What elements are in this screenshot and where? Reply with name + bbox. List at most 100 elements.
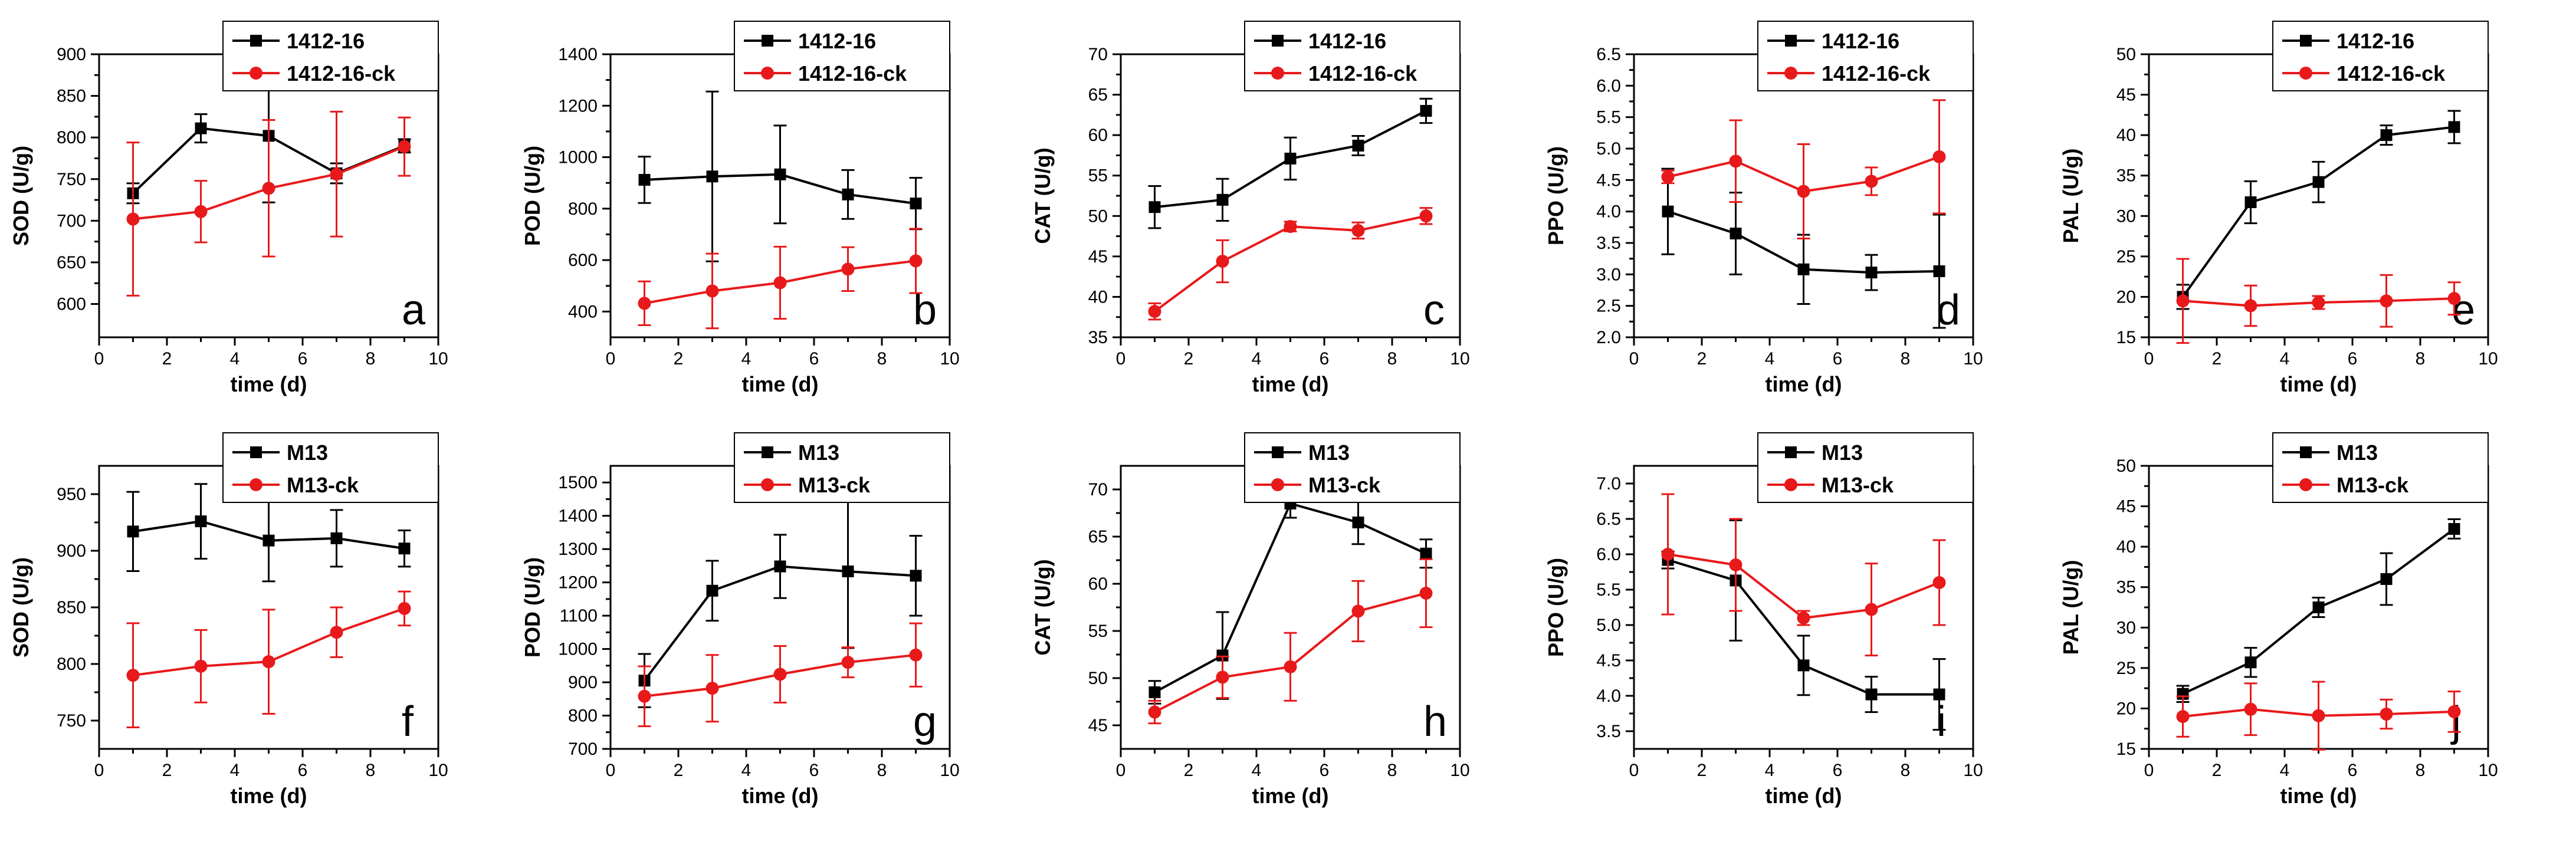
legend-box (2272, 432, 2489, 503)
y-tick-label: 4.5 (1596, 170, 1621, 190)
y-tick-label: 6.5 (1596, 45, 1621, 64)
y-tick-label: 65 (1088, 86, 1108, 105)
series-control (1661, 99, 1946, 240)
data-point (126, 212, 140, 226)
y-tick-label: 900 (568, 673, 598, 692)
x-tick-label: 10 (1450, 349, 1469, 369)
data-point (2380, 708, 2393, 721)
series-line (1668, 553, 1940, 620)
x-tick-label: 0 (1116, 761, 1126, 780)
data-point (2380, 294, 2393, 308)
data-point (2244, 702, 2257, 716)
data-point (398, 140, 411, 153)
y-axis-title: PAL (U/g) (2059, 560, 2083, 655)
y-tick-label: 70 (1088, 480, 1108, 499)
x-tick-label: 0 (1629, 761, 1639, 780)
legend-marker (250, 446, 262, 458)
y-tick-label: 900 (57, 541, 86, 561)
data-point (1661, 548, 1675, 561)
legend: M13 M13-ck (1244, 432, 1461, 503)
y-tick-label: 1400 (558, 45, 598, 64)
y-tick-label: 30 (2116, 618, 2136, 637)
data-point (262, 655, 275, 669)
legend: 1412-16 1412-16-ck (222, 21, 439, 91)
legend-marker (250, 67, 262, 80)
panel-letter: h (1423, 698, 1447, 745)
panel-letter: i (1937, 698, 1946, 745)
x-axis-title: time (d) (1252, 372, 1329, 396)
data-point (398, 601, 411, 615)
plot-frame (1120, 53, 1461, 338)
x-tick-label: 10 (428, 761, 448, 780)
x-tick-label: 8 (1387, 761, 1397, 780)
data-point (1419, 209, 1433, 223)
data-point (127, 525, 139, 538)
panel-letter: f (402, 698, 414, 745)
data-point (2312, 709, 2325, 722)
x-tick-label: 4 (1765, 349, 1775, 369)
legend-label: M13 (2337, 440, 2378, 465)
y-tick-label: 45 (2116, 497, 2136, 517)
series-control (1148, 207, 1433, 321)
x-tick-label: 6 (1833, 349, 1843, 369)
legend-label: 1412-16 (287, 29, 365, 53)
data-point (1933, 688, 1945, 701)
y-tick-label: 600 (57, 295, 86, 314)
x-axis-title: time (d) (742, 784, 819, 808)
series-treatment (2176, 518, 2461, 703)
x-tick-label: 0 (606, 761, 616, 780)
x-tick-label: 6 (809, 761, 819, 780)
y-tick-label: 1500 (558, 473, 598, 492)
legend-label: M13 (1822, 440, 1863, 465)
legend: 1412-16 1412-16-ck (1757, 21, 1974, 91)
y-tick-label: 55 (1088, 166, 1108, 186)
series-treatment (1661, 167, 1946, 329)
x-tick-label: 8 (877, 761, 887, 780)
data-point (1148, 201, 1161, 213)
data-point (262, 534, 275, 547)
data-point (1420, 547, 1432, 560)
data-point (2448, 522, 2460, 535)
data-point (1420, 105, 1432, 117)
data-point (706, 170, 718, 183)
y-tick-label: 50 (2116, 45, 2136, 64)
legend-marker (1271, 478, 1284, 491)
data-point (841, 262, 855, 276)
series-treatment (638, 494, 923, 708)
y-tick-label: 5.0 (1596, 616, 1621, 635)
x-tick-label: 2 (674, 761, 684, 780)
y-tick-label: 20 (2116, 287, 2136, 307)
data-point (1419, 587, 1433, 600)
x-tick-label: 2 (1184, 349, 1194, 369)
data-point (1148, 705, 1161, 719)
legend-box (1244, 21, 1461, 91)
y-tick-label: 5.5 (1596, 108, 1621, 127)
chart-panel-i: 0 2 4 6 8 10 3.5 4.0 4.5 5.0 5.5 6.0 6.5 7.0 time (d) P… (1544, 432, 1983, 808)
series-control (2176, 680, 2461, 751)
data-point (1216, 649, 1229, 662)
x-tick-label: 4 (1252, 761, 1262, 780)
legend: 1412-16 1412-16-ck (1244, 21, 1461, 91)
data-point (262, 182, 275, 195)
legend-marker (2300, 446, 2312, 458)
x-tick-label: 2 (2212, 761, 2222, 780)
legend-label: 1412-16-ck (287, 61, 396, 86)
data-point (706, 584, 718, 597)
series-treatment (638, 90, 923, 262)
series-control (638, 228, 923, 330)
data-point (1729, 154, 1743, 168)
legend-box (222, 432, 439, 503)
legend-marker (2300, 35, 2312, 47)
y-tick-label: 4.0 (1596, 202, 1621, 222)
data-point (1797, 185, 1810, 198)
y-tick-label: 40 (1088, 287, 1108, 307)
chart-panel-e: 0 2 4 6 8 10 15 20 25 30 35 40 45 50 time (d) PAL (U/g)… (2059, 21, 2498, 396)
x-axis-title: time (d) (2280, 372, 2357, 396)
series-treatment (2176, 110, 2461, 310)
y-tick-label: 850 (57, 87, 86, 106)
data-point (1352, 517, 1364, 528)
x-tick-label: 6 (809, 349, 819, 369)
y-tick-label: 60 (1088, 126, 1108, 145)
y-tick-label: 15 (2116, 328, 2136, 347)
legend-marker (761, 67, 774, 80)
